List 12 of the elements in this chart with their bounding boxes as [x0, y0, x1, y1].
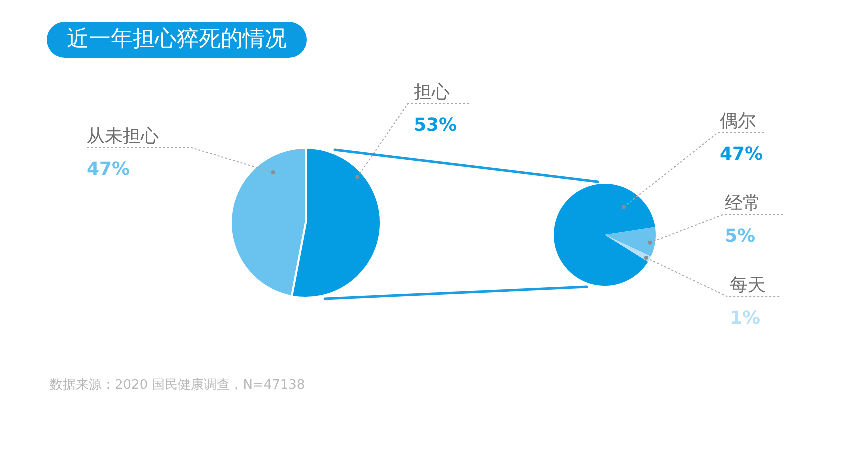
- data-label: 53%: [414, 115, 458, 136]
- source-note: 数据来源：2020 国民健康调查，N=47138: [50, 377, 306, 394]
- data-label: 1%: [730, 308, 761, 329]
- slice-label: 从未担心: [87, 126, 159, 147]
- data-label: 47%: [720, 144, 764, 165]
- chart-title: 近一年担心猝死的情况: [47, 22, 307, 58]
- slice-label: 担心: [414, 82, 450, 103]
- slice-label: 偶尔: [720, 111, 756, 132]
- slice-label: 每天: [730, 275, 766, 296]
- slice-label: 经常: [725, 193, 761, 214]
- data-label: 47%: [87, 159, 130, 180]
- data-label: 5%: [725, 226, 756, 247]
